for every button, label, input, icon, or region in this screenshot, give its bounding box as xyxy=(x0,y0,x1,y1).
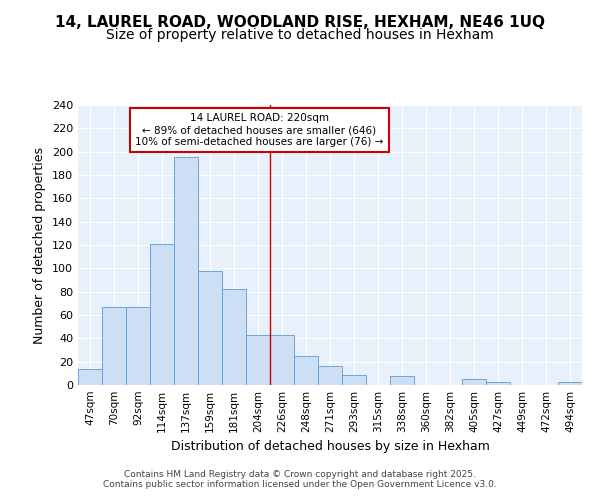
Bar xyxy=(294,356,318,385)
Text: 14 LAUREL ROAD: 220sqm
← 89% of detached houses are smaller (646)
10% of semi-de: 14 LAUREL ROAD: 220sqm ← 89% of detached… xyxy=(135,114,383,146)
Bar xyxy=(246,335,270,385)
Bar xyxy=(222,290,246,385)
Bar xyxy=(486,382,510,385)
Bar xyxy=(390,376,414,385)
Y-axis label: Number of detached properties: Number of detached properties xyxy=(34,146,46,344)
Bar xyxy=(198,270,222,385)
Bar xyxy=(558,382,582,385)
Bar xyxy=(270,335,294,385)
Bar xyxy=(342,374,366,385)
Text: 14, LAUREL ROAD, WOODLAND RISE, HEXHAM, NE46 1UQ: 14, LAUREL ROAD, WOODLAND RISE, HEXHAM, … xyxy=(55,15,545,30)
Bar xyxy=(126,307,150,385)
Bar xyxy=(150,244,174,385)
Text: Size of property relative to detached houses in Hexham: Size of property relative to detached ho… xyxy=(106,28,494,42)
Text: Contains HM Land Registry data © Crown copyright and database right 2025.
Contai: Contains HM Land Registry data © Crown c… xyxy=(103,470,497,489)
Bar xyxy=(462,379,486,385)
Bar xyxy=(174,158,198,385)
X-axis label: Distribution of detached houses by size in Hexham: Distribution of detached houses by size … xyxy=(170,440,490,454)
Bar xyxy=(78,368,102,385)
Bar xyxy=(318,366,342,385)
Bar xyxy=(102,307,126,385)
